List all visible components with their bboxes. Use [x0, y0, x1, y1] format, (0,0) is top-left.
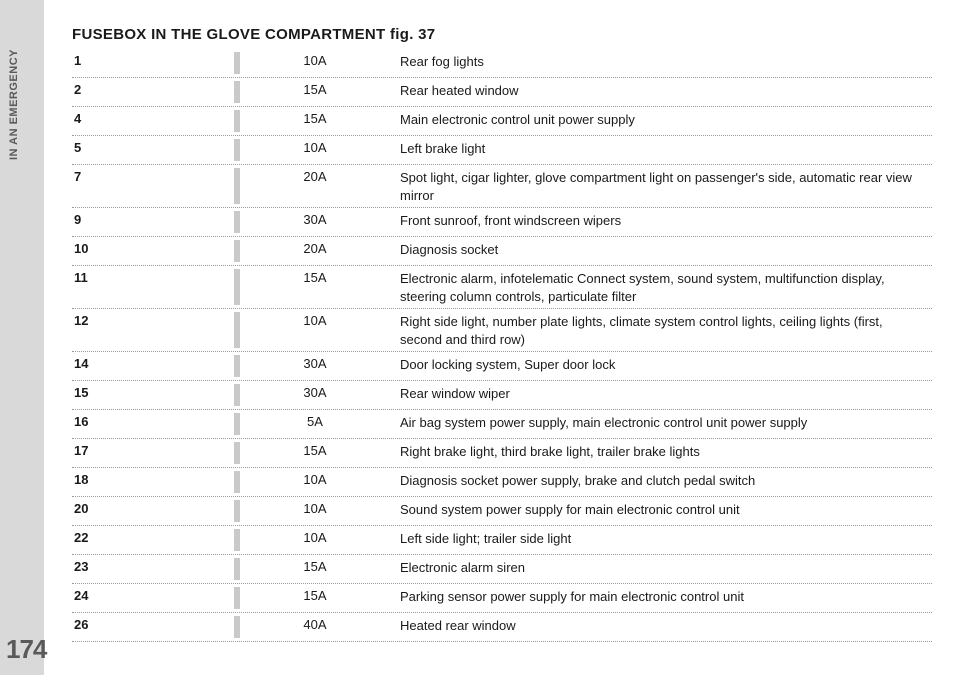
table-row: 20 10ASound system power supply for main … — [72, 497, 932, 526]
fuse-amperage: 15A — [240, 269, 390, 285]
fuse-number: 10 — [72, 240, 234, 256]
table-row: 24 15AParking sensor power supply for mai… — [72, 584, 932, 613]
fuse-number: 20 — [72, 500, 234, 516]
fuse-description: Right brake light, third brake light, tr… — [390, 442, 932, 461]
fuse-description: Parking sensor power supply for main ele… — [390, 587, 932, 606]
fuse-description: Electronic alarm siren — [390, 558, 932, 577]
table-row: 14 30ADoor locking system, Super door loc… — [72, 352, 932, 381]
fuse-amperage: 10A — [240, 529, 390, 545]
fuse-amperage: 15A — [240, 442, 390, 458]
table-row: 15 30ARear window wiper — [72, 381, 932, 410]
table-row: 26 40AHeated rear window — [72, 613, 932, 642]
fuse-number: 15 — [72, 384, 234, 400]
table-row: 17 15ARight brake light, third brake ligh… — [72, 439, 932, 468]
table-row: 1 10ARear fog lights — [72, 49, 932, 78]
table-row: 18 10ADiagnosis socket power supply, brak… — [72, 468, 932, 497]
fuse-amperage: 15A — [240, 110, 390, 126]
fuse-description: Rear fog lights — [390, 52, 932, 71]
fuse-amperage: 10A — [240, 312, 390, 328]
fuse-number: 1 — [72, 52, 234, 68]
fuse-number: 5 — [72, 139, 234, 155]
fuse-amperage: 15A — [240, 558, 390, 574]
fuse-amperage: 15A — [240, 81, 390, 97]
fuse-table: 110ARear fog lights215ARear heated windo… — [72, 49, 932, 642]
table-row: 2 15ARear heated window — [72, 78, 932, 107]
fuse-number: 26 — [72, 616, 234, 632]
fuse-amperage: 5A — [240, 413, 390, 429]
table-row: 4 15AMain electronic control unit power s… — [72, 107, 932, 136]
fuse-description: Air bag system power supply, main electr… — [390, 413, 932, 432]
fuse-amperage: 40A — [240, 616, 390, 632]
fuse-amperage: 30A — [240, 384, 390, 400]
page-number: 174 — [6, 634, 46, 665]
fuse-number: 14 — [72, 355, 234, 371]
fuse-amperage: 30A — [240, 211, 390, 227]
fuse-description: Rear heated window — [390, 81, 932, 100]
fuse-number: 4 — [72, 110, 234, 126]
fuse-number: 23 — [72, 558, 234, 574]
fuse-amperage: 20A — [240, 168, 390, 184]
fuse-amperage: 10A — [240, 471, 390, 487]
table-row: 23 15AElectronic alarm siren — [72, 555, 932, 584]
fuse-number: 7 — [72, 168, 234, 184]
table-row: 10 20ADiagnosis socket — [72, 237, 932, 266]
fuse-description: Sound system power supply for main elect… — [390, 500, 932, 519]
fuse-description: Door locking system, Super door lock — [390, 355, 932, 374]
fuse-description: Electronic alarm, infotelematic Connect … — [390, 269, 932, 305]
table-row: 7 20ASpot light, cigar lighter, glove com… — [72, 165, 932, 208]
fuse-description: Main electronic control unit power suppl… — [390, 110, 932, 129]
content-area: FUSEBOX IN THE GLOVE COMPARTMENT fig. 37… — [72, 26, 932, 642]
fuse-number: 17 — [72, 442, 234, 458]
table-row: 22 10ALeft side light; trailer side light — [72, 526, 932, 555]
fuse-description: Spot light, cigar lighter, glove compart… — [390, 168, 932, 204]
fuse-number: 9 — [72, 211, 234, 227]
table-row: 16 5AAir bag system power supply, main el… — [72, 410, 932, 439]
fuse-number: 18 — [72, 471, 234, 487]
fuse-description: Left brake light — [390, 139, 932, 158]
section-tab-label: IN AN EMERGENCY — [8, 49, 20, 160]
fuse-number: 22 — [72, 529, 234, 545]
fuse-description: Diagnosis socket power supply, brake and… — [390, 471, 932, 490]
fuse-description: Heated rear window — [390, 616, 932, 635]
table-row: 5 10ALeft brake light — [72, 136, 932, 165]
fuse-number: 24 — [72, 587, 234, 603]
fuse-amperage: 10A — [240, 52, 390, 68]
fuse-description: Diagnosis socket — [390, 240, 932, 259]
page-title: FUSEBOX IN THE GLOVE COMPARTMENT fig. 37 — [72, 26, 932, 43]
fuse-amperage: 20A — [240, 240, 390, 256]
fuse-description: Left side light; trailer side light — [390, 529, 932, 548]
fuse-description: Front sunroof, front windscreen wipers — [390, 211, 932, 230]
fuse-number: 2 — [72, 81, 234, 97]
fuse-amperage: 10A — [240, 500, 390, 516]
fuse-number: 16 — [72, 413, 234, 429]
fuse-amperage: 10A — [240, 139, 390, 155]
fuse-amperage: 30A — [240, 355, 390, 371]
fuse-number: 12 — [72, 312, 234, 328]
fuse-number: 11 — [72, 269, 234, 285]
fuse-amperage: 15A — [240, 587, 390, 603]
page: IN AN EMERGENCY 174 FUSEBOX IN THE GLOVE… — [0, 0, 954, 675]
table-row: 9 30AFront sunroof, front windscreen wipe… — [72, 208, 932, 237]
table-row: 11 15AElectronic alarm, infotelematic Con… — [72, 266, 932, 309]
fuse-description: Rear window wiper — [390, 384, 932, 403]
fuse-description: Right side light, number plate lights, c… — [390, 312, 932, 348]
sidebar: IN AN EMERGENCY 174 — [0, 0, 44, 675]
table-row: 12 10ARight side light, number plate ligh… — [72, 309, 932, 352]
